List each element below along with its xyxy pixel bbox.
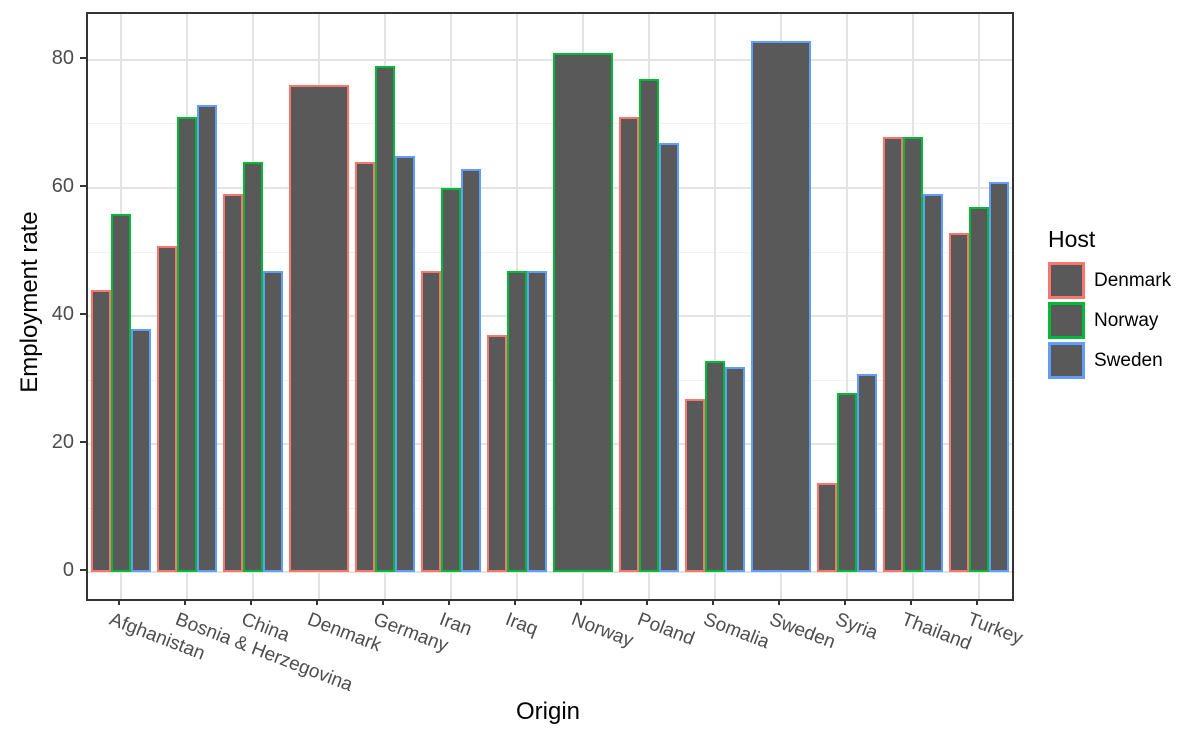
x-tick-label-syria: Syria (832, 609, 881, 645)
y-tick-label-0: 0 (62, 559, 74, 582)
x-tick-label-thailand: Thailand (898, 609, 975, 655)
y-axis-tick-0 (80, 569, 86, 572)
bar-sweden-sweden (751, 40, 811, 573)
x-axis-tick-afghanistan (118, 599, 120, 605)
x-axis-tick-germany (382, 599, 384, 605)
bar-iraq-sweden (526, 271, 547, 573)
x-axis-tick-denmark (316, 599, 318, 605)
bar-bosnia-herzegovina-sweden (196, 104, 217, 573)
gridline-minor-y-30 (88, 379, 1012, 381)
x-tick-label-denmark: Denmark (304, 609, 384, 657)
gridline-major-y-40 (88, 315, 1012, 318)
bar-somalia-norway (705, 360, 725, 573)
gridline-major-y-0 (88, 571, 1012, 574)
x-tick-label-iraq: Iraq (502, 609, 541, 641)
bar-china-norway (243, 162, 263, 573)
y-tick-label-20: 20 (51, 431, 74, 454)
x-tick-label-norway: Norway (568, 609, 637, 652)
x-axis-tick-turkey (976, 599, 978, 605)
x-axis-tick-norway (580, 599, 582, 605)
gridline-minor-y-70 (88, 123, 1012, 125)
x-tick-label-poland: Poland (634, 609, 698, 650)
y-tick-label-60: 60 (51, 174, 74, 197)
gridline-major-y-20 (88, 443, 1012, 446)
bar-thailand-norway (903, 136, 923, 573)
x-axis-tick-sweden (778, 599, 780, 605)
x-axis-tick-poland (646, 599, 648, 605)
x-tick-label-germany: Germany (370, 609, 451, 657)
bar-poland-sweden (658, 143, 679, 573)
legend-label-sweden: Sweden (1094, 349, 1163, 371)
bar-somalia-denmark (685, 399, 706, 573)
legend-key-sweden (1048, 342, 1085, 379)
y-axis-tick-20 (80, 441, 86, 444)
bar-iran-sweden (460, 168, 481, 573)
y-axis-tick-60 (80, 184, 86, 187)
bar-iran-denmark (421, 271, 442, 573)
x-axis-title: Origin (515, 698, 581, 725)
bar-afghanistan-sweden (130, 328, 151, 573)
legend-key-norway (1048, 302, 1085, 339)
bar-germany-sweden (394, 155, 415, 573)
legend-items: Denmark Norway Sweden (1048, 262, 1171, 379)
bar-china-denmark (223, 194, 244, 573)
x-axis-tick-bosnia-herzegovina (184, 599, 186, 605)
legend-title: Host (1048, 226, 1096, 252)
x-tick-label-somalia: Somalia (700, 609, 773, 654)
legend-item-sweden: Sweden (1048, 342, 1171, 379)
bar-syria-sweden (856, 373, 877, 573)
bar-norway-norway (553, 53, 613, 573)
bar-bosnia-herzegovina-norway (177, 117, 197, 573)
y-axis-title: Employment rate (16, 211, 43, 393)
bar-poland-denmark (619, 117, 640, 573)
bar-afghanistan-norway (111, 213, 131, 573)
x-axis-tick-somalia (712, 599, 714, 605)
x-axis-tick-thailand (910, 599, 912, 605)
x-axis-tick-china (250, 599, 252, 605)
bar-thailand-denmark (883, 136, 904, 573)
legend-key-denmark (1048, 262, 1085, 299)
bar-china-sweden (262, 271, 283, 573)
gridline-major-x-syria (846, 14, 848, 599)
bar-turkey-sweden (988, 181, 1009, 573)
legend-item-norway: Norway (1048, 302, 1171, 339)
x-axis-tick-iran (448, 599, 450, 605)
gridline-minor-y-10 (88, 507, 1012, 509)
bar-thailand-sweden (922, 194, 943, 573)
gridline-major-y-60 (88, 186, 1012, 189)
bar-syria-denmark (817, 482, 838, 573)
y-axis-tick-80 (80, 56, 86, 59)
legend: Host Denmark Norway Sweden (1048, 226, 1171, 382)
x-axis-tick-iraq (514, 599, 516, 605)
legend-label-norway: Norway (1094, 309, 1159, 331)
bar-denmark-denmark (289, 85, 349, 573)
y-tick-label-40: 40 (51, 303, 74, 326)
gridline-major-y-80 (88, 58, 1012, 61)
bar-iraq-norway (507, 271, 527, 573)
bar-bosnia-herzegovina-denmark (157, 245, 178, 573)
bar-germany-denmark (355, 162, 376, 573)
bar-afghanistan-denmark (91, 290, 112, 573)
bar-turkey-norway (969, 207, 989, 573)
bar-iraq-denmark (487, 335, 508, 573)
bar-germany-norway (375, 66, 395, 573)
bar-iran-norway (441, 187, 461, 573)
gridline-major-x-somalia (714, 14, 716, 599)
legend-item-denmark: Denmark (1048, 262, 1171, 299)
x-tick-label-sweden: Sweden (766, 609, 839, 654)
bar-turkey-denmark (949, 232, 970, 573)
plot-panel (86, 12, 1014, 601)
y-axis-tick-40 (80, 313, 86, 316)
bar-somalia-sweden (724, 367, 745, 573)
y-tick-label-80: 80 (51, 46, 74, 69)
bar-syria-norway (837, 393, 857, 573)
bar-poland-norway (639, 79, 659, 573)
x-axis-tick-syria (844, 599, 846, 605)
legend-label-denmark: Denmark (1094, 269, 1172, 291)
gridline-minor-y-50 (88, 251, 1012, 253)
x-tick-label-turkey: Turkey (964, 609, 1026, 650)
